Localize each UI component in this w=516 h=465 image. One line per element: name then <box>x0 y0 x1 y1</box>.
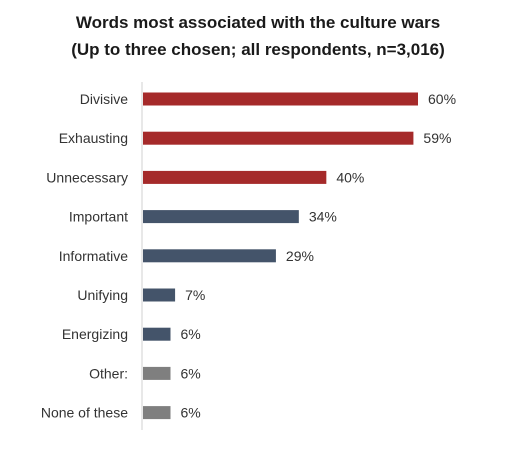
value-label: 29% <box>286 248 314 264</box>
category-label: Unifying <box>77 287 128 303</box>
bar <box>143 131 414 145</box>
bar <box>143 210 299 224</box>
category-label: Unnecessary <box>46 169 128 185</box>
category-label: Exhausting <box>59 130 128 146</box>
value-label: 6% <box>181 365 201 381</box>
bar <box>143 327 171 341</box>
bar <box>143 406 171 420</box>
value-label: 6% <box>181 405 201 421</box>
category-label: Informative <box>59 248 128 264</box>
chart-title: Words most associated with the culture w… <box>76 13 440 32</box>
value-label: 59% <box>423 130 451 146</box>
bar <box>143 249 276 263</box>
category-label: Important <box>69 209 128 225</box>
bar <box>143 92 418 106</box>
chart-subtitle: (Up to three chosen; all respondents, n=… <box>71 40 445 59</box>
bar <box>143 366 171 380</box>
category-label: Energizing <box>62 326 128 342</box>
category-label: Other: <box>89 365 128 381</box>
category-label: Divisive <box>80 91 128 107</box>
value-label: 6% <box>181 326 201 342</box>
bars-group: Divisive 60% Exhausting 59% Unnecessary 40% Im… <box>41 91 456 421</box>
bar <box>143 288 176 302</box>
value-label: 40% <box>336 169 364 185</box>
value-label: 34% <box>309 209 337 225</box>
category-label: None of these <box>41 405 128 421</box>
bar <box>143 170 327 184</box>
value-label: 60% <box>428 91 456 107</box>
value-label: 7% <box>185 287 205 303</box>
